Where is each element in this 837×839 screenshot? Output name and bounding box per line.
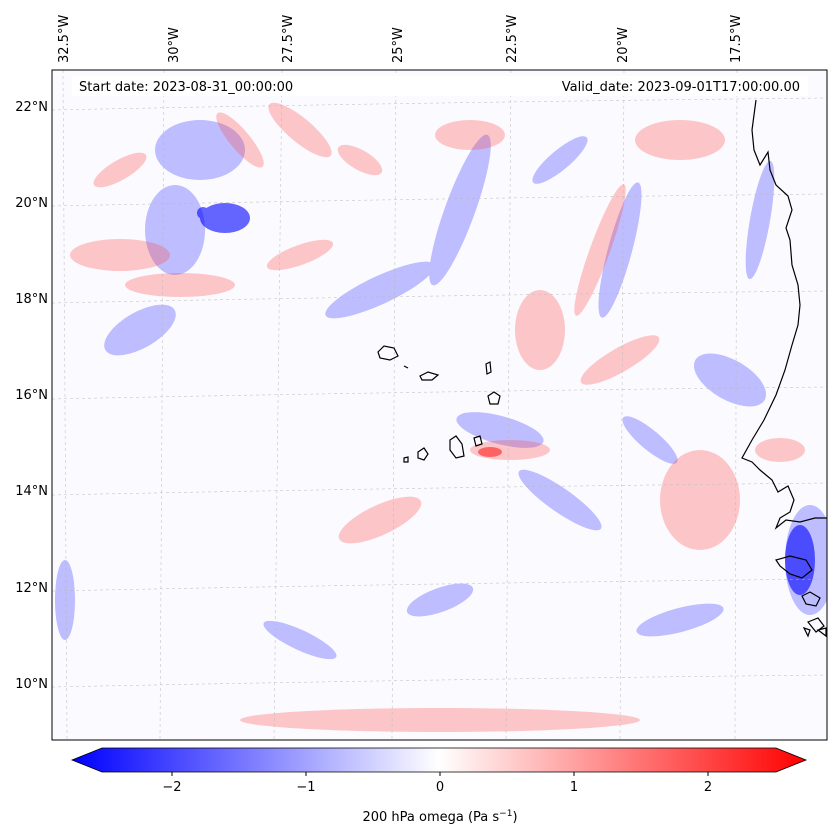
- lon-label-32-5w: 32.5°W: [57, 15, 72, 63]
- lat-label-22n: 22°N: [15, 100, 48, 115]
- map-panel: Start date: 2023-08-31_00:00:00 Valid_da…: [51, 69, 828, 741]
- latitude-labels: 22°N 20°N 18°N 16°N 14°N 12°N 10°N: [15, 100, 48, 692]
- colorbar-tick-neg1: −1: [296, 780, 315, 795]
- fogo: [417, 447, 429, 461]
- colorbar-tick-2: 2: [704, 780, 712, 795]
- longitude-labels: 32.5°W 30°W 27.5°W 25°W 22.5°W 20°W 17.5…: [57, 15, 744, 63]
- map-background: [52, 70, 827, 740]
- header-banner: [72, 76, 808, 96]
- lat-label-10n: 10°N: [15, 677, 48, 692]
- brava: [403, 456, 409, 463]
- omega-field: [52, 70, 827, 740]
- lat-label-16n: 16°N: [15, 388, 48, 403]
- valid-date-label: Valid_date: 2023-09-01T17:00:00.00: [562, 80, 800, 95]
- african-coast: [741, 99, 827, 530]
- santo-antao: [377, 345, 399, 361]
- sao-vicente: [403, 365, 409, 369]
- lon-label-25w: 25°W: [391, 27, 406, 63]
- lat-label-18n: 18°N: [15, 292, 48, 307]
- graticule: [52, 70, 827, 740]
- coastlines: [377, 99, 827, 638]
- colorbar-ticks: [171, 772, 709, 776]
- colorbar: −2 −1 0 1 2 200 hPa omega (Pa s−1): [70, 747, 808, 825]
- colorbar-tick-0: 0: [436, 780, 444, 795]
- colorbar-tick-neg2: −2: [162, 780, 181, 795]
- lon-label-30w: 30°W: [167, 27, 182, 63]
- map-frame: [51, 69, 828, 741]
- boa-vista: [487, 391, 501, 405]
- colorbar-tick-1: 1: [570, 780, 578, 795]
- lon-label-22-5w: 22.5°W: [505, 15, 520, 63]
- maio: [473, 435, 483, 447]
- lon-label-20w: 20°W: [616, 27, 631, 63]
- bijagos-islands: [801, 591, 827, 638]
- lat-label-20n: 20°N: [15, 196, 48, 211]
- lat-label-12n: 12°N: [15, 581, 48, 596]
- santiago: [449, 435, 465, 459]
- lon-label-17-5w: 17.5°W: [729, 15, 744, 63]
- sao-nicolau: [419, 371, 440, 381]
- colorbar-label: 200 hPa omega (Pa s−1): [362, 809, 517, 825]
- lat-label-14n: 14°N: [15, 484, 48, 499]
- senegambia-inlets: [775, 555, 813, 579]
- sal: [485, 361, 492, 375]
- colorbar-gradient: [70, 747, 808, 773]
- lon-label-27-5w: 27.5°W: [281, 15, 296, 63]
- start-date-label: Start date: 2023-08-31_00:00:00: [79, 80, 293, 95]
